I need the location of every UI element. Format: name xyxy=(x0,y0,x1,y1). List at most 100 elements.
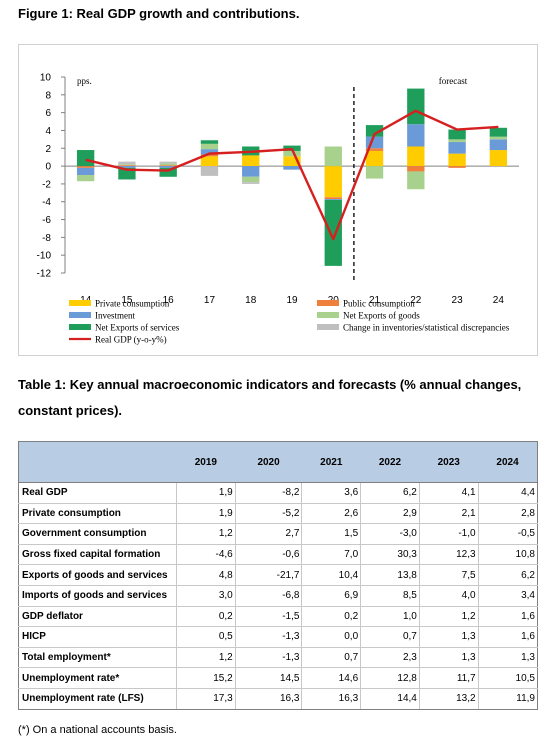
cell-value: 1,6 xyxy=(478,606,539,628)
cell-value: 1,6 xyxy=(478,626,539,648)
bar-segment xyxy=(407,88,425,125)
row-label: GDP deflator xyxy=(18,606,177,628)
y-tick-label: -6 xyxy=(42,215,51,226)
cell-value: 16,3 xyxy=(235,688,303,710)
bar-segment xyxy=(324,199,342,266)
cell-value: 11,9 xyxy=(478,688,539,710)
cell-value: 10,8 xyxy=(478,544,539,566)
cell-value: 0,7 xyxy=(360,626,420,648)
cell-value: 4,8 xyxy=(176,564,236,586)
cell-value: 11,7 xyxy=(419,667,479,689)
bar-segment xyxy=(407,171,425,190)
x-tick-label: 16 xyxy=(163,295,175,306)
bar-segment xyxy=(448,129,466,140)
bar-segment xyxy=(324,199,342,200)
row-label: Gross fixed capital formation xyxy=(18,544,177,566)
cell-value: 1,0 xyxy=(360,606,420,628)
legend-swatch xyxy=(69,300,91,306)
cell-value: 16,3 xyxy=(301,688,362,710)
header-year-2021: 2021 xyxy=(301,441,361,483)
table-row: Unemployment rate (LFS) 17,3 16,3 16,3 14,4 1… xyxy=(18,688,539,710)
y-tick-label: 2 xyxy=(45,144,51,155)
legend-swatch xyxy=(317,312,339,318)
cell-value: 0,0 xyxy=(301,626,362,648)
cell-value: -4,6 xyxy=(176,544,236,566)
cell-value: -1,3 xyxy=(235,647,303,669)
cell-value: 14,6 xyxy=(301,667,362,689)
cell-value: 6,2 xyxy=(360,482,420,504)
bar-segment xyxy=(242,182,260,184)
cell-value: 0,2 xyxy=(301,606,362,628)
bar-segment xyxy=(200,156,219,167)
cell-value: -6,8 xyxy=(235,585,303,607)
cell-value: 6,9 xyxy=(301,585,362,607)
cell-value: -1,0 xyxy=(419,523,479,545)
bar-segment xyxy=(200,149,219,155)
header-year-2023: 2023 xyxy=(419,441,479,483)
x-tick-label: 19 xyxy=(286,295,298,306)
y-tick-label: -2 xyxy=(42,179,51,190)
x-tick-label: 24 xyxy=(493,295,505,306)
cell-value: 1,9 xyxy=(176,482,236,504)
cell-value: 4,0 xyxy=(419,585,479,607)
indicators-table: 2019 2020 2021 2022 2023 2024 Real GDP 1,9 -8,2… xyxy=(18,441,539,710)
cell-value: 8,5 xyxy=(360,585,420,607)
bar-segment xyxy=(448,153,466,167)
bar-segment xyxy=(407,146,425,167)
cell-value: 30,3 xyxy=(360,544,420,566)
legend-swatch xyxy=(69,324,91,330)
bar-segment xyxy=(200,166,219,176)
cell-value: 7,5 xyxy=(419,564,479,586)
cell-value: 7,0 xyxy=(301,544,362,566)
y-tick-label: 8 xyxy=(45,90,51,101)
y-tick-label: -10 xyxy=(37,251,52,262)
bar-segment xyxy=(76,175,95,182)
y-tick-label: -8 xyxy=(42,233,51,244)
cell-value: 2,1 xyxy=(419,503,479,525)
bar-segment xyxy=(242,155,260,167)
bar-segment xyxy=(159,163,177,166)
header-year-2022: 2022 xyxy=(360,441,420,483)
cell-value: -0,6 xyxy=(235,544,303,566)
row-label: Unemployment rate* xyxy=(18,667,177,689)
bar-segment xyxy=(489,136,508,140)
bar-segment xyxy=(324,146,342,167)
table-row: Unemployment rate* 15,2 14,5 14,6 12,8 11,7 10… xyxy=(18,667,539,689)
bar-segment xyxy=(283,150,301,157)
table-row: Exports of goods and services 4,8 -21,7 10,… xyxy=(18,564,539,586)
cell-value: 2,3 xyxy=(360,647,420,669)
table-row: Government consumption 1,2 2,7 1,5 -3,0 -1,0-… xyxy=(18,523,539,545)
legend-label: Net Exports of goods xyxy=(343,311,420,321)
legend-swatch xyxy=(317,300,339,306)
cell-value: 0,2 xyxy=(176,606,236,628)
cell-value: 17,3 xyxy=(176,688,236,710)
bar-segment xyxy=(448,142,466,154)
cell-value: 1,3 xyxy=(419,626,479,648)
legend-swatch xyxy=(317,324,339,330)
cell-value: 10,5 xyxy=(478,667,539,689)
unit-label: pps. xyxy=(77,76,92,86)
cell-value: -1,5 xyxy=(235,606,303,628)
table-row: Private consumption 1,9 -5,2 2,6 2,9 2,1 2,8 xyxy=(18,503,539,525)
x-tick-label: 18 xyxy=(245,295,257,306)
y-tick-label: 10 xyxy=(40,73,52,84)
cell-value: 12,8 xyxy=(360,667,420,689)
chart-frame: 1086420-2-4-6-8-10-12pps.141516171819202… xyxy=(18,44,538,356)
bar-segment xyxy=(200,143,219,150)
footnote: (*) On a national accounts basis. xyxy=(18,724,177,736)
bar-segment xyxy=(118,167,136,180)
x-tick-label: 15 xyxy=(121,295,133,306)
cell-value: 3,4 xyxy=(478,585,539,607)
y-tick-label: -12 xyxy=(37,269,52,280)
bar-segment xyxy=(365,136,384,149)
gdp-contributions-chart: 1086420-2-4-6-8-10-12pps.141516171819202… xyxy=(37,73,519,345)
legend-label: Private consumption xyxy=(95,299,170,309)
table-row: Real GDP 1,9 -8,2 3,6 6,2 4,1 4,4 xyxy=(18,482,539,504)
bar-segment xyxy=(324,166,342,198)
bar-segment xyxy=(365,125,384,137)
bar-segment xyxy=(242,166,260,177)
cell-value: 14,5 xyxy=(235,667,303,689)
bar-segment xyxy=(283,166,301,170)
table-row: HICP 0,5 -1,3 0,0 0,7 1,3 1,6 xyxy=(18,626,539,648)
x-tick-label: 23 xyxy=(452,295,464,306)
